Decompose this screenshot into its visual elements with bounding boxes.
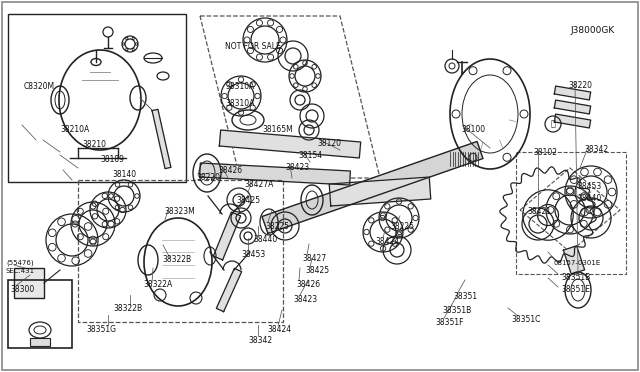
Text: 38351C: 38351C	[511, 315, 540, 324]
Text: 38351E: 38351E	[561, 285, 590, 294]
Polygon shape	[329, 177, 431, 206]
Polygon shape	[554, 86, 591, 100]
Text: 38351B: 38351B	[561, 273, 590, 282]
Polygon shape	[554, 100, 591, 114]
Polygon shape	[220, 130, 361, 158]
Text: Ⓑ: Ⓑ	[550, 119, 556, 128]
Text: 38453: 38453	[241, 250, 265, 259]
Text: 38440: 38440	[577, 194, 601, 203]
Bar	[78, 180, 283, 322]
Text: 38440: 38440	[253, 235, 277, 244]
Text: J38000GK: J38000GK	[570, 26, 614, 35]
Text: 38102: 38102	[533, 148, 557, 157]
Text: 38100: 38100	[461, 125, 485, 134]
Text: NOT FOR SALE: NOT FOR SALE	[225, 42, 281, 51]
Text: 38322B: 38322B	[162, 255, 191, 264]
Text: 38322A: 38322A	[143, 280, 172, 289]
Text: 38310A: 38310A	[225, 82, 254, 91]
Bar	[516, 152, 626, 274]
Text: 38323M: 38323M	[164, 207, 195, 216]
Text: 38351: 38351	[453, 292, 477, 301]
Text: 38425: 38425	[236, 196, 260, 205]
Text: C8320M: C8320M	[24, 82, 55, 91]
Polygon shape	[200, 163, 350, 185]
Text: 08157-0301E: 08157-0301E	[553, 260, 600, 266]
Text: 38426: 38426	[218, 166, 242, 175]
Polygon shape	[216, 268, 242, 312]
Text: 38189: 38189	[100, 155, 124, 164]
Text: SEC.431: SEC.431	[6, 268, 35, 274]
Text: 38220: 38220	[196, 173, 220, 182]
Text: 38210A: 38210A	[60, 125, 89, 134]
Text: 38424: 38424	[267, 325, 291, 334]
Text: 38453: 38453	[577, 182, 601, 191]
Text: 38423: 38423	[285, 163, 309, 172]
Text: 38351B: 38351B	[442, 306, 471, 315]
Text: 38225: 38225	[390, 222, 414, 231]
Polygon shape	[262, 141, 483, 234]
Polygon shape	[563, 246, 585, 274]
Text: 38154: 38154	[298, 151, 322, 160]
Polygon shape	[554, 114, 591, 128]
Bar	[8, 280, 72, 348]
Text: 38120: 38120	[317, 139, 341, 148]
Text: 38423: 38423	[293, 295, 317, 304]
Polygon shape	[213, 212, 241, 260]
Text: 38322B: 38322B	[113, 304, 142, 313]
Text: 38225: 38225	[265, 222, 289, 231]
Text: 38165M: 38165M	[262, 125, 292, 134]
Text: 38426: 38426	[296, 280, 320, 289]
Bar	[14, 268, 44, 298]
Text: 38351G: 38351G	[86, 325, 116, 334]
Text: 38210: 38210	[82, 140, 106, 149]
Bar	[8, 14, 186, 182]
Text: 38300: 38300	[10, 285, 35, 294]
Text: 38421: 38421	[527, 207, 551, 216]
Text: 38310A: 38310A	[225, 99, 254, 108]
Text: 38424: 38424	[375, 237, 399, 246]
Text: 38425: 38425	[305, 266, 329, 275]
Text: 38351F: 38351F	[435, 318, 463, 327]
Text: 38427A: 38427A	[244, 180, 273, 189]
Polygon shape	[152, 109, 171, 169]
Text: 38342: 38342	[584, 145, 608, 154]
Text: 38427: 38427	[302, 254, 326, 263]
Bar	[30, 338, 50, 346]
Text: 38220: 38220	[568, 81, 592, 90]
Text: 38342: 38342	[248, 336, 272, 345]
Text: (55476): (55476)	[6, 260, 34, 266]
Text: 38140: 38140	[112, 170, 136, 179]
